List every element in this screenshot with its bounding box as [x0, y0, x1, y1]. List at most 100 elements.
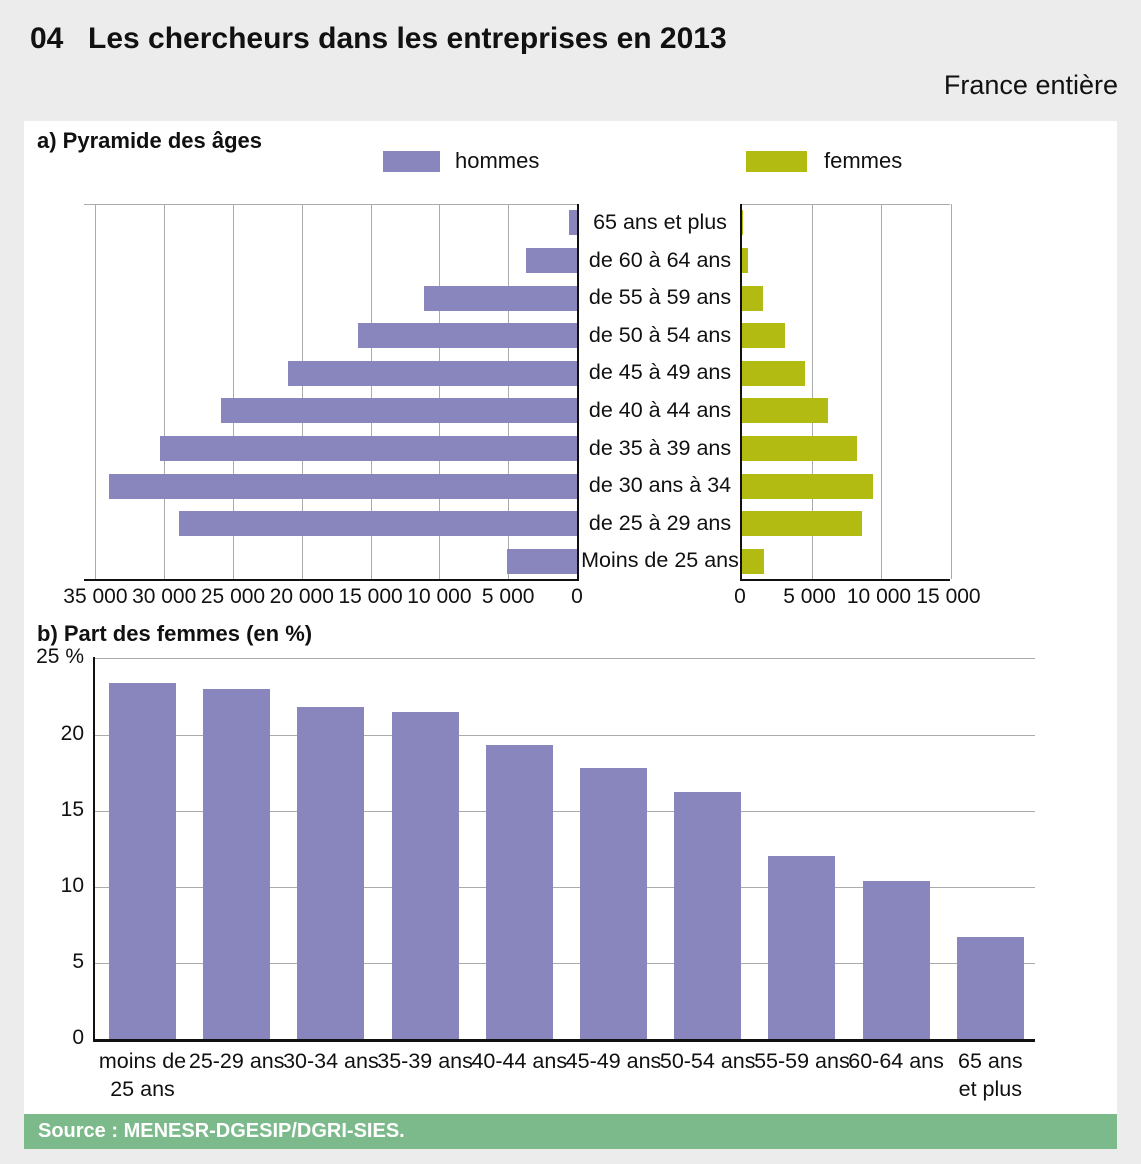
x-cat-label-part-femmes: moins de	[98, 1049, 187, 1073]
y-tick-part-femmes: 15	[60, 797, 84, 821]
pyramid-category-label: de 40 à 44 ans	[588, 398, 732, 422]
y-tick-part-femmes: 0	[72, 1026, 84, 1049]
pyramid-bar-femmes	[742, 360, 805, 386]
pyramid-bar-hommes	[507, 548, 577, 574]
x-tick-hommes: 30 000	[132, 585, 197, 608]
gridline-hommes	[95, 204, 97, 579]
x-tick-femmes: 15 000	[916, 585, 981, 608]
x-tick-hommes: 25 000	[200, 585, 266, 608]
x-cat-label-part-femmes: 35-39 ans	[377, 1049, 473, 1073]
pyramid-bar-hommes	[179, 511, 577, 537]
pyramid-bar-hommes	[358, 323, 577, 349]
page-title: Les chercheurs dans les entreprises en 2…	[88, 22, 727, 55]
x-tick-femmes: 10 000	[846, 585, 912, 608]
legend-swatch-hommes	[383, 151, 440, 172]
gridline-hommes	[233, 204, 234, 579]
y-tick-part-femmes: 20	[60, 721, 84, 745]
x-cat-label-part-femmes: 65 ans	[958, 1049, 1023, 1073]
pyramid-bar-femmes	[742, 398, 828, 424]
x-cat-label-part-femmes: 30-34 ans	[283, 1049, 379, 1073]
pyramid-bar-hommes	[569, 210, 577, 236]
x-tick-hommes: 20 000	[269, 585, 334, 608]
y-tick-part-femmes: 25 %	[36, 645, 84, 669]
pyramid-bar-hommes	[424, 285, 577, 311]
bar-part-femmes	[580, 768, 647, 1039]
gridline-femmes	[950, 204, 952, 579]
x-cat-label-part-femmes: 25-29 ans	[188, 1049, 285, 1073]
x-tick-hommes: 0	[571, 585, 583, 608]
bar-part-femmes	[391, 712, 459, 1039]
gridline-hommes	[301, 204, 303, 579]
x-cat-label-part-femmes: 60-64 ans	[848, 1049, 944, 1073]
pyramid-bar-hommes	[109, 473, 577, 499]
pyramid-category-label: de 60 à 64 ans	[588, 247, 732, 272]
x-cat-label-part-femmes: 45-49 ans	[565, 1049, 662, 1073]
page-number: 04	[30, 22, 64, 55]
chart-a-title: a) Pyramide des âges	[37, 128, 263, 153]
pyramid-bar-femmes	[742, 285, 763, 311]
pyramid-category-label: de 25 à 29 ans	[588, 510, 732, 535]
source-text: Source : MENESR-DGESIP/DGRI-SIES.	[38, 1120, 405, 1142]
chart-b-title: b) Part des femmes (en %)	[37, 621, 313, 646]
x-cat-label-part-femmes: 50-54 ans	[659, 1049, 756, 1073]
pyramid-bar-femmes	[742, 435, 857, 461]
gridline-femmes	[811, 204, 813, 579]
legend-swatch-femmes	[746, 151, 807, 172]
axis-femmes-bottom	[740, 579, 950, 581]
gridline-hommes	[439, 204, 441, 579]
pyramid-category-label: de 45 à 49 ans	[588, 360, 732, 385]
axis-b-left	[93, 657, 95, 1041]
pyramid-bar-hommes	[288, 360, 577, 386]
x-cat-label-part-femmes: 25 ans	[110, 1077, 175, 1101]
gridline-part-femmes	[95, 734, 1035, 736]
gridline-hommes	[508, 204, 510, 579]
y-tick-part-femmes: 5	[72, 949, 84, 973]
y-tick-part-femmes: 10	[60, 873, 84, 897]
bar-part-femmes	[203, 689, 271, 1039]
pyramid-bar-femmes	[742, 511, 862, 537]
x-tick-femmes: 0	[734, 585, 746, 608]
bar-part-femmes	[297, 707, 365, 1039]
pyramid-bar-hommes	[526, 247, 577, 273]
axis-hommes-bottom	[84, 579, 579, 581]
gridline-hommes	[370, 204, 372, 579]
gridline-part-femmes	[95, 658, 1035, 660]
bar-part-femmes	[862, 881, 930, 1039]
pyramid-category-label: 65 ans et plus	[593, 210, 727, 234]
axis-b-bottom	[93, 1039, 1035, 1042]
x-tick-hommes: 15 000	[338, 585, 403, 608]
gridline-hommes	[164, 204, 166, 579]
pyramid-bar-femmes	[742, 548, 764, 574]
pyramid-category-label: de 50 à 54 ans	[588, 322, 732, 347]
pyramid-category-label: de 30 ans à 34	[588, 473, 732, 498]
plot-border-top-hommes	[84, 204, 577, 205]
x-tick-hommes: 5 000	[481, 585, 535, 608]
region-label: France entière	[943, 70, 1118, 100]
pyramid-bar-hommes	[221, 398, 577, 424]
gridline-part-femmes	[95, 810, 1035, 812]
x-cat-label-part-femmes: 40-44 ans	[471, 1049, 568, 1073]
x-cat-label-part-femmes: et plus	[958, 1077, 1022, 1101]
x-tick-hommes: 35 000	[63, 585, 128, 608]
gridline-part-femmes	[95, 886, 1035, 888]
gridline-part-femmes	[95, 962, 1035, 964]
bar-part-femmes	[956, 937, 1024, 1039]
axis-hommes-zero	[577, 204, 579, 581]
x-tick-femmes: 5 000	[783, 585, 836, 608]
bar-part-femmes	[768, 856, 836, 1039]
legend-label-hommes: hommes	[455, 148, 540, 173]
bar-part-femmes	[109, 683, 176, 1039]
x-tick-hommes: 10 000	[407, 585, 472, 608]
axis-femmes-zero	[740, 204, 742, 581]
gridline-femmes	[881, 204, 882, 579]
pyramid-bar-femmes	[742, 473, 873, 499]
x-cat-label-part-femmes: 55-59 ans	[754, 1049, 850, 1073]
pyramid-bar-femmes	[742, 247, 748, 273]
source-bar: Source : MENESR-DGESIP/DGRI-SIES.	[24, 1114, 1117, 1149]
pyramid-category-label: de 55 à 59 ans	[588, 285, 732, 310]
legend-label-femmes: femmes	[824, 148, 903, 173]
bar-part-femmes	[674, 792, 742, 1039]
plot-border-top-femmes	[741, 204, 950, 205]
pyramid-bar-hommes	[160, 435, 577, 461]
pyramid-bar-femmes	[742, 323, 785, 349]
